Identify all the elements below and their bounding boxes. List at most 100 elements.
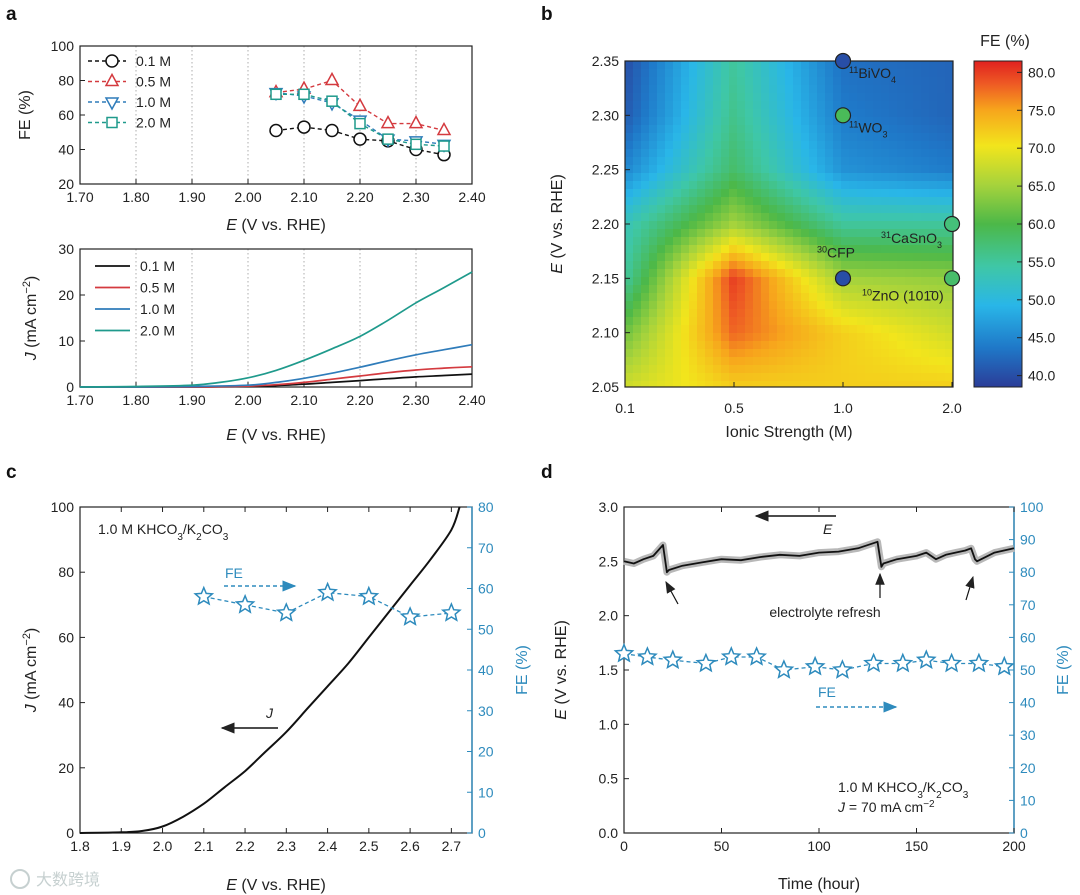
x-tick-label: 1.90 xyxy=(178,392,205,408)
benchmark-label: 10ZnO (101̄0) xyxy=(862,287,944,303)
heatmap-cell xyxy=(785,317,794,326)
heatmap-cell xyxy=(689,341,698,350)
annotation-text: 1.0 M KHCO xyxy=(98,521,177,537)
heatmap-cell xyxy=(825,213,834,222)
heatmap-cell xyxy=(889,229,898,238)
heatmap-cell xyxy=(761,189,770,198)
heatmap-cell xyxy=(801,69,810,78)
heatmap-cell xyxy=(889,341,898,350)
heatmap-cell xyxy=(777,197,786,206)
heatmap-cell xyxy=(945,197,954,206)
heatmap-cell xyxy=(809,85,818,94)
heatmap-cell xyxy=(945,373,954,382)
heatmap-cell xyxy=(681,269,690,278)
heatmap-cell xyxy=(697,101,706,110)
heatmap-cell xyxy=(745,69,754,78)
heatmap-cell xyxy=(801,77,810,86)
heatmap-cell xyxy=(681,117,690,126)
heatmap-cell xyxy=(793,197,802,206)
heatmap-cell xyxy=(745,325,754,334)
heatmap-cell xyxy=(681,381,690,388)
y-tick-label: 60 xyxy=(58,107,74,123)
heatmap-cell xyxy=(689,69,698,78)
watermark: 大数跨境 xyxy=(10,869,100,889)
heatmap-cell xyxy=(841,213,850,222)
heatmap-cell xyxy=(665,213,674,222)
heatmap-cell xyxy=(889,277,898,286)
heatmap-cell xyxy=(745,245,754,254)
heatmap-cell xyxy=(777,301,786,310)
heatmap-cell xyxy=(881,293,890,302)
heatmap-cell xyxy=(713,229,722,238)
heatmap-cell xyxy=(697,157,706,166)
y-tick-label: 0 xyxy=(66,825,74,841)
heatmap-cell xyxy=(937,381,946,388)
heatmap-cell xyxy=(841,309,850,318)
heatmap-cell xyxy=(633,157,642,166)
heatmap-cell xyxy=(705,269,714,278)
heatmap-cell xyxy=(665,381,674,388)
heatmap-cell xyxy=(785,269,794,278)
heatmap-cell xyxy=(737,325,746,334)
heatmap-cell xyxy=(761,301,770,310)
heatmap-cell xyxy=(721,149,730,158)
heatmap-cell xyxy=(865,221,874,230)
heatmap-cell xyxy=(729,261,738,270)
heatmap-cell xyxy=(649,213,658,222)
heatmap-cell xyxy=(841,189,850,198)
heatmap-cell xyxy=(745,261,754,270)
heatmap-cell xyxy=(761,221,770,230)
heatmap-cell xyxy=(905,261,914,270)
heatmap-cell xyxy=(873,261,882,270)
heatmap-cell xyxy=(793,253,802,262)
heatmap-cell xyxy=(921,221,930,230)
heatmap-cell xyxy=(801,245,810,254)
heatmap-cell xyxy=(897,245,906,254)
heatmap-cell xyxy=(817,117,826,126)
heatmap-cell xyxy=(729,69,738,78)
heatmap-cell xyxy=(785,301,794,310)
heatmap-cell xyxy=(689,213,698,222)
heatmap-cell xyxy=(785,205,794,214)
heatmap-cell xyxy=(817,341,826,350)
heatmap-cell xyxy=(873,341,882,350)
heatmap-cell xyxy=(713,301,722,310)
heatmap-cell xyxy=(681,173,690,182)
heatmap-cell xyxy=(929,261,938,270)
heatmap-cell xyxy=(865,101,874,110)
heatmap-cell xyxy=(881,373,890,382)
heatmap-cell xyxy=(897,317,906,326)
heatmap-cell xyxy=(873,69,882,78)
heatmap-cell xyxy=(793,381,802,388)
heatmap-cell xyxy=(825,277,834,286)
heatmap-cell xyxy=(769,149,778,158)
heatmap-cell xyxy=(873,221,882,230)
heatmap-cell xyxy=(937,157,946,166)
heatmap-cell xyxy=(721,245,730,254)
annotation-symbol: J xyxy=(837,799,846,815)
heatmap-cell xyxy=(753,173,762,182)
heatmap-cell xyxy=(721,381,730,388)
heatmap-cell xyxy=(713,261,722,270)
heatmap-cell xyxy=(937,149,946,158)
heatmap-cell xyxy=(665,277,674,286)
heatmap-cell xyxy=(913,269,922,278)
fe-point xyxy=(941,652,963,673)
heatmap-cell xyxy=(705,173,714,182)
x-tick-label: 1.70 xyxy=(66,392,93,408)
heatmap-cell xyxy=(777,165,786,174)
heatmap-cell xyxy=(753,181,762,190)
heatmap-cell xyxy=(905,109,914,118)
heatmap-cell xyxy=(705,77,714,86)
heatmap-cell xyxy=(833,197,842,206)
heatmap-cell xyxy=(913,373,922,382)
heatmap-cell xyxy=(897,325,906,334)
y-tick-label: 80 xyxy=(58,564,74,580)
heatmap-cell xyxy=(689,325,698,334)
heatmap-cell xyxy=(761,341,770,350)
heatmap-cell xyxy=(921,77,930,86)
heatmap-cell xyxy=(657,157,666,166)
heatmap-cell xyxy=(817,285,826,294)
heatmap-cell xyxy=(817,349,826,358)
heatmap-cell xyxy=(681,373,690,382)
